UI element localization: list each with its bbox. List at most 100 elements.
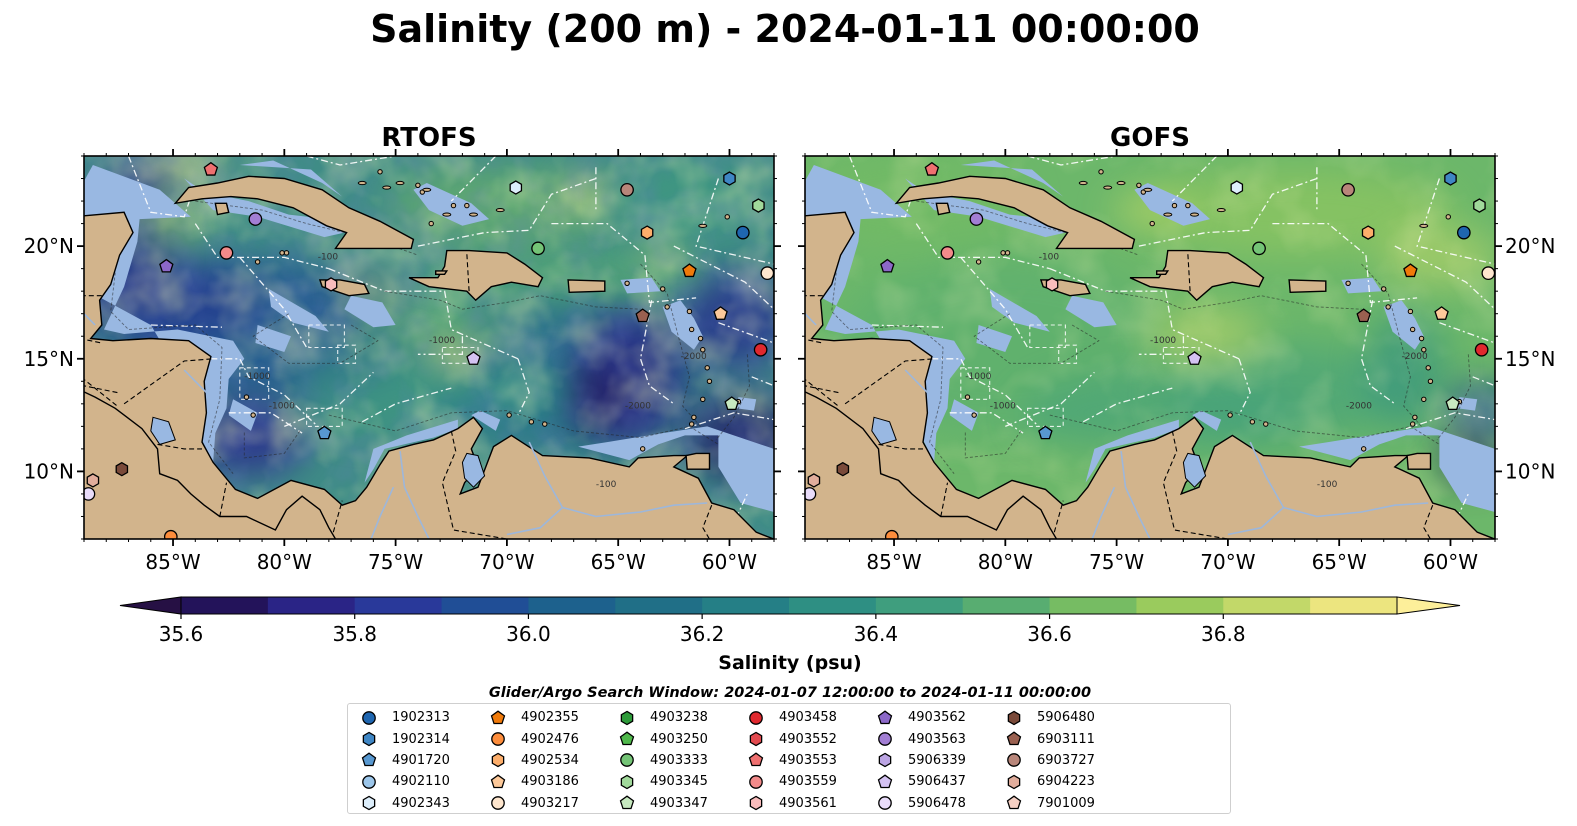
colorbar-segment <box>1136 597 1224 614</box>
hexagon-marker-icon <box>1007 710 1021 725</box>
legend-label: 4902343 <box>392 795 450 811</box>
legend-item: 4903559 <box>745 771 837 792</box>
circle-marker-icon <box>1007 753 1021 768</box>
lat-tick-label: 20°N <box>1505 234 1555 258</box>
float-marker-4902343 <box>509 180 523 195</box>
float-marker-4902476 <box>163 529 178 539</box>
float-marker-4903186 <box>713 306 728 320</box>
legend-item: 7901009 <box>1003 793 1095 814</box>
circle-marker-icon <box>749 775 763 789</box>
legend-item: 6904223 <box>1003 771 1095 792</box>
legend-label: 4903552 <box>779 731 837 747</box>
float-marker-4903217 <box>1481 266 1495 281</box>
legend-label: 4902110 <box>392 774 450 790</box>
contour-label: -1000 <box>269 401 295 411</box>
legend-label: 6904223 <box>1037 774 1095 790</box>
legend-item: 4903186 <box>487 771 579 792</box>
lon-tick-label: 85°W <box>145 550 200 574</box>
contour-label: -100 <box>596 480 617 490</box>
legend-label: 4903347 <box>650 795 708 811</box>
float-marker-5906478 <box>805 487 817 501</box>
legend-label: 6903111 <box>1037 731 1095 747</box>
float-marker-4903563 <box>248 212 263 226</box>
legend-label: 4902355 <box>521 710 579 726</box>
legend-label: 4903561 <box>779 795 837 811</box>
colorbar-tick-label: 36.0 <box>506 622 551 646</box>
legend-label: 4903458 <box>779 710 837 726</box>
pentagon-marker-icon <box>877 710 893 724</box>
legend-item: 6903727 <box>1003 750 1095 771</box>
colorbar-segment <box>615 597 703 614</box>
float-marker-1902314 <box>723 171 736 186</box>
circle-marker-icon <box>878 796 892 811</box>
colorbar-tick-label: 35.8 <box>332 622 377 646</box>
float-marker-4903561 <box>324 277 338 292</box>
panel-title: RTOFS <box>381 123 476 153</box>
colorbar-segment <box>1223 597 1311 614</box>
hexagon-marker-icon <box>1007 774 1021 790</box>
colorbar: 35.6 35.8 36.0 36.2 36.4 36.6 36.8 <box>119 596 1461 646</box>
hexagon-marker-icon <box>620 774 634 790</box>
contour-label: -2000 <box>681 352 707 362</box>
float-marker-4903347 <box>724 396 739 410</box>
panel-gofs: GOFS -1000 -1000 -100 -2000 -1000 -2000 -100 8… <box>798 123 1555 574</box>
legend-item: 5906480 <box>1003 707 1095 728</box>
pentagon-marker-icon <box>619 731 635 746</box>
colorbar-tick-label: 36.6 <box>1027 622 1072 646</box>
contour-label: -100 <box>318 253 339 263</box>
pentagon-marker-icon <box>619 795 635 810</box>
legend-item: 4903345 <box>616 771 708 792</box>
circle-marker-icon <box>491 796 505 811</box>
float-marker-4901720 <box>317 425 332 440</box>
colorbar-segment <box>528 597 616 614</box>
legend-item: 5906478 <box>874 793 966 814</box>
legend-item: 4903238 <box>616 707 708 728</box>
legend-label: 4903186 <box>521 774 579 790</box>
lon-tick-label: 85°W <box>866 550 921 574</box>
float-marker-4902534 <box>640 225 654 240</box>
lon-tick-label: 60°W <box>702 550 757 574</box>
legend-label: 5906437 <box>908 774 966 790</box>
float-marker-6903111 <box>1356 308 1371 323</box>
legend-label: 5906478 <box>908 795 966 811</box>
float-marker-4902343 <box>1230 180 1244 195</box>
float-marker-4903217 <box>760 266 774 281</box>
legend-item: 4903333 <box>616 750 708 771</box>
colorbar-extend-high <box>1396 596 1461 615</box>
legend-item: 4903347 <box>616 793 708 814</box>
legend-column: 4902355 4902476 4902534 4903186 4903217 <box>487 707 579 814</box>
hexagon-marker-icon <box>491 753 505 768</box>
legend-label: 5906480 <box>1037 710 1095 726</box>
float-marker-5906480 <box>836 461 850 477</box>
legend-label: 4903559 <box>779 774 837 790</box>
circle-marker-icon <box>362 710 376 725</box>
colorbar-segment <box>441 597 529 614</box>
legend-label: 4903250 <box>650 731 708 747</box>
lon-tick-label: 80°W <box>257 550 312 574</box>
pentagon-marker-icon <box>748 752 764 767</box>
search-window-caption: Glider/Argo Search Window: 2024-01-07 12… <box>489 685 1091 701</box>
float-marker-4903561 <box>1045 277 1059 292</box>
float-marker-4903458 <box>753 342 768 357</box>
legend-column: 1902313 1902314 4901720 4902110 4902343 <box>358 707 450 814</box>
contour-label: -2000 <box>1346 401 1372 411</box>
float-marker-4902476 <box>884 529 899 539</box>
float-marker-4903563 <box>969 212 984 226</box>
legend-item: 4902110 <box>358 771 450 792</box>
legend-label: 4902534 <box>521 752 579 768</box>
float-marker-4903553 <box>203 161 219 176</box>
contour-label: -1000 <box>965 372 991 382</box>
lat-tick-label: 20°N <box>24 234 74 258</box>
colorbar-segment <box>181 597 269 614</box>
float-marker-1902314 <box>1444 171 1457 186</box>
colorbar-tick-label: 36.4 <box>854 622 899 646</box>
lon-tick-label: 70°W <box>479 550 534 574</box>
legend-item: 4903561 <box>745 793 837 814</box>
pentagon-marker-icon <box>490 710 506 724</box>
legend-label: 4903217 <box>521 795 579 811</box>
axis-ticks: 85°W 80°W 75°W 70°W 65°W 60°W 20°N 15°N 10°N <box>798 149 1555 574</box>
legend-label: 4903553 <box>779 752 837 768</box>
colorbar-segment <box>789 597 877 614</box>
legend-item: 4901720 <box>358 750 450 771</box>
lon-tick-label: 70°W <box>1200 550 1255 574</box>
